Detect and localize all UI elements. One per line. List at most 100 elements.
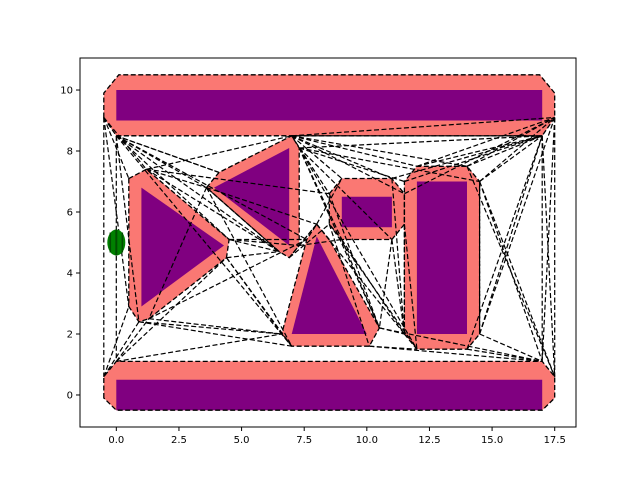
middle-triangle [291,236,367,334]
tall-box [416,181,467,334]
small-box [341,196,392,228]
upper-triangle-inflated-border [205,134,300,259]
visibility-edge [146,168,330,195]
visibility-edge [206,187,317,225]
visibility-edge [416,116,555,167]
visibility-edge [291,135,418,167]
visibility-edge [416,135,543,167]
y-tick-label: 10 [60,86,73,97]
visibility-edge [316,178,343,225]
visibility-edge [466,348,543,362]
visibility-edge [228,238,280,253]
visibility-edge [404,116,555,195]
y-tick-label: 4 [67,268,73,279]
visibility-edge [391,135,543,180]
visibility-edge [206,187,280,253]
x-tick-label: 7.5 [296,435,312,446]
visibility-edge [298,147,393,240]
visibility-edge [115,135,230,240]
robot-marker [107,229,126,256]
visibility-edge [541,135,556,377]
visibility-edge [291,135,330,195]
top-wall [116,90,543,121]
x-tick-label: 10.0 [356,435,378,446]
visibility-edge [115,135,280,253]
visibility-edge [479,135,543,335]
y-tick-label: 8 [67,147,73,158]
visibility-edge [148,187,208,319]
visibility-edge [341,239,405,335]
visibility-edge [146,168,280,253]
visibility-edge [391,178,405,335]
visibility-edge [479,333,543,362]
visibility-edge [404,135,543,183]
visibility-edge [299,147,405,183]
x-tick-label: 5.0 [234,435,250,446]
visibility-edge [466,135,543,167]
visibility-edge [115,257,227,362]
visibility-edge [479,181,556,377]
middle-triangle-inflated-border [280,223,381,347]
visibility-edge [291,135,405,195]
inflated-borders [103,74,556,411]
visibility-edge [341,239,380,329]
visibility-edges [103,116,556,378]
small-box-inflated-border [328,177,406,241]
axes-frame [79,57,577,428]
visibility-edge [291,135,343,179]
visibility-edge [115,135,140,322]
visibility-edge [403,224,418,350]
visibility-edge [379,327,543,362]
upper-triangle [214,148,290,246]
visibility-edge [103,321,140,378]
visibility-edge [226,251,280,259]
visibility-edge [479,181,543,362]
left-triangle [141,187,224,307]
visibility-edge [103,306,130,377]
y-tick-label: 6 [67,208,73,219]
visibility-edge [115,135,293,347]
x-axis: 0.0 2.5 5.0 7.5 10.0 12.5 15.0 17.5 [108,427,566,446]
visibility-edge [369,345,543,362]
plot-area [103,74,556,411]
visibility-edge [116,333,282,362]
y-tick-label: 0 [67,390,73,401]
visibility-edge [328,193,380,329]
visibility-edge [229,238,300,247]
top-wall-inflated-border [103,74,556,137]
x-tick-label: 2.5 [171,435,187,446]
visibility-edge [466,116,555,167]
x-tick-label: 0.0 [108,435,124,446]
visibility-edge [298,147,418,350]
visibility-edge [115,318,150,362]
visibility-edge [328,224,370,347]
y-axis: 0 2 4 6 8 10 [60,86,80,401]
bottom-wall [116,379,543,411]
visibility-edge [316,223,405,335]
visibility-edge [148,238,307,320]
visibility-edge [288,223,330,259]
visibility-edge [541,117,556,362]
visibility-edge [299,135,543,149]
visibility-edge [146,135,292,170]
visibility-edge [391,239,405,335]
visibility-edge [146,168,207,189]
visibility-edge [138,321,282,335]
visibility-edge [299,147,480,183]
x-tick-label: 12.5 [418,435,440,446]
visibility-edge [205,187,293,347]
obstacles [116,90,543,411]
visibility-edge [479,135,543,182]
visibility-edge [466,166,556,377]
visibility-edge [103,117,130,307]
visibility-edge [298,223,318,246]
visibility-edge [226,257,283,335]
visibility-edge [116,135,220,173]
visibility-edge [291,116,555,137]
visibility-edge [138,321,292,347]
x-tick-label: 17.5 [544,435,566,446]
visibility-edge [291,135,393,180]
y-tick-label: 2 [67,329,73,340]
visibility-edge [116,135,307,241]
